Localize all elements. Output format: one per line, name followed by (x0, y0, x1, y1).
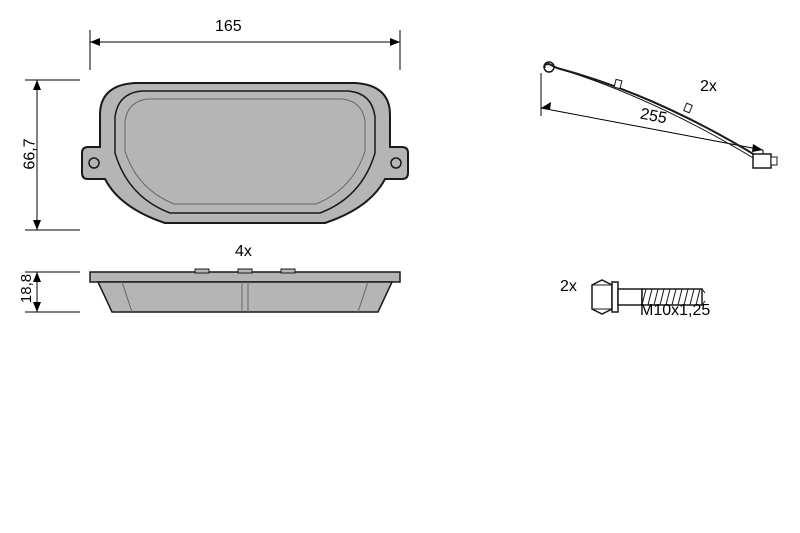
dim-width (80, 30, 410, 75)
label-pad-qty: 4x (235, 243, 252, 261)
label-bolt-qty: 2x (560, 278, 577, 296)
brake-pad-front (80, 75, 410, 240)
label-thickness: 18,8 (18, 274, 35, 303)
label-sensor-qty: 2x (700, 78, 717, 96)
technical-drawing: 165 66,7 4x 18,8 (0, 0, 800, 533)
label-width: 165 (215, 18, 242, 36)
label-height: 66,7 (22, 138, 40, 169)
label-bolt-spec: M10x1,25 (640, 302, 710, 320)
brake-pad-side (80, 268, 410, 316)
